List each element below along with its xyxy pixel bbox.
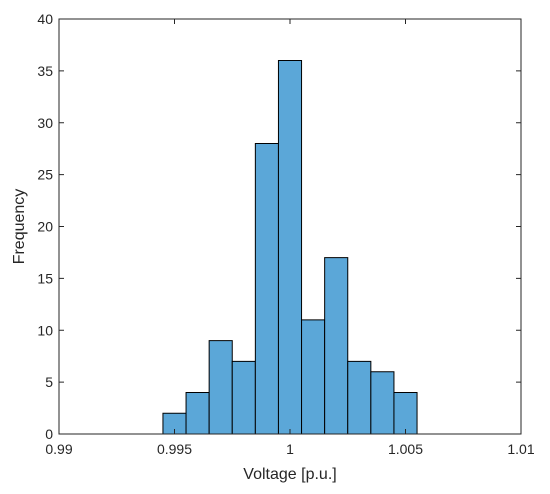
- axis-ticks: 0.99 0.995 1 1.005 1.01 0 5 10 15 20 25 30 35 40: [37, 11, 534, 457]
- y-axis-label: Frequency: [11, 189, 28, 265]
- x-tick-label-2: 1: [286, 441, 294, 457]
- x-tick-label-4: 1.01: [507, 441, 534, 457]
- y-tick-label-2: 10: [37, 322, 53, 338]
- histogram-bar-5: [277, 60, 303, 435]
- x-tick-label-3: 1.005: [388, 441, 423, 457]
- y-tick-label-3: 15: [37, 270, 53, 286]
- x-tick-label-0: 0.99: [45, 441, 72, 457]
- histogram-bar-1: [185, 392, 210, 435]
- histogram-bars: [162, 60, 418, 435]
- histogram-bar-2: [208, 340, 233, 435]
- y-tick-label-7: 35: [37, 63, 53, 79]
- histogram-bar-9: [370, 371, 395, 435]
- y-tick-label-1: 5: [45, 374, 53, 390]
- histogram-bar-3: [231, 360, 256, 435]
- histogram-bar-10: [393, 392, 418, 435]
- y-tick-label-6: 30: [37, 115, 53, 131]
- y-tick-label-5: 25: [37, 167, 53, 183]
- histogram-bar-4: [254, 143, 279, 435]
- x-axis-label: Voltage [p.u.]: [243, 466, 336, 483]
- histogram-bar-6: [301, 319, 326, 435]
- histogram-bar-7: [324, 257, 349, 435]
- y-tick-label-4: 20: [37, 219, 53, 235]
- y-tick-label-0: 0: [45, 426, 53, 442]
- histogram-bar-8: [347, 360, 372, 435]
- y-tick-label-8: 40: [37, 11, 53, 27]
- x-tick-label-1: 0.995: [157, 441, 192, 457]
